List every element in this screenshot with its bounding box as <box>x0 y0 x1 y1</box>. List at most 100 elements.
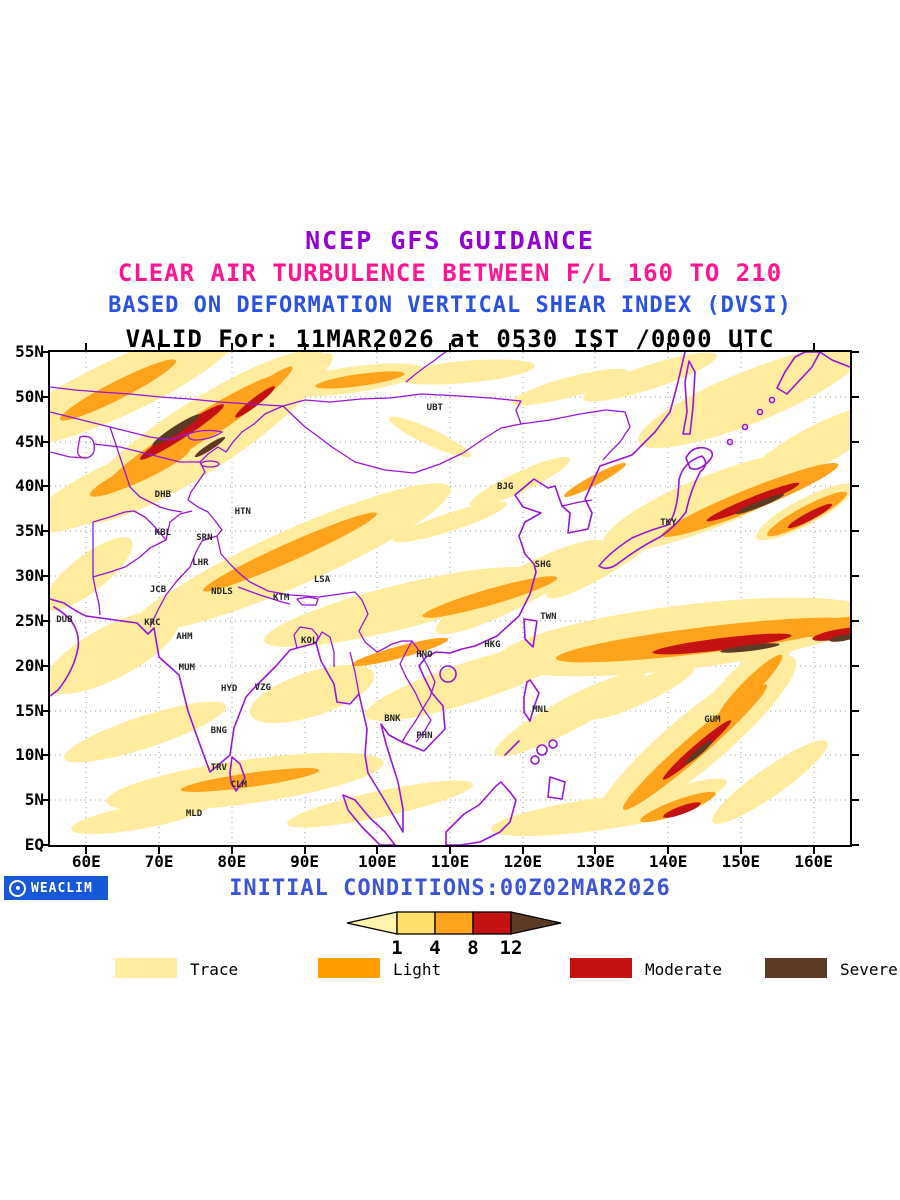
axis-tick <box>521 343 524 350</box>
axis-tick <box>376 343 379 350</box>
map-frame: UBT BJG DHB HTN KBL SRN LHR SHG TKY LSA JCB NDLS KTM… <box>48 350 852 847</box>
lat-label: 15N <box>15 700 44 720</box>
axis-tick <box>667 847 670 854</box>
legend-swatch-moderate <box>570 958 632 978</box>
axis-tick <box>230 847 233 854</box>
border-indochina <box>401 499 593 743</box>
border-himalaya-indochina <box>216 535 432 743</box>
axis-tick <box>41 709 48 712</box>
legend-swatch-severe <box>765 958 827 978</box>
axis-tick <box>41 844 48 846</box>
turbulence-severe-layer <box>152 414 850 765</box>
lat-label: 50N <box>15 386 44 406</box>
lon-label: 110E <box>430 852 470 871</box>
lon-label: 90E <box>290 852 319 871</box>
border-thai-myanmar <box>349 651 360 695</box>
axis-tick <box>852 530 859 533</box>
legend-label-trace: Trace <box>190 960 239 979</box>
weaclim-logo: WEACLIM <box>4 876 108 900</box>
title-valid-time: VALID For: 11MAR2026 at 0530 IST /0000 U… <box>125 325 775 353</box>
title-dvsi: BASED ON DEFORMATION VERTICAL SHEAR INDE… <box>108 293 792 318</box>
axis-tick <box>41 395 48 398</box>
kuril-island <box>726 438 734 446</box>
lon-label: 130E <box>576 852 615 871</box>
coastline-hainan <box>439 665 457 683</box>
lat-label: 20N <box>15 655 44 675</box>
lat-label: 30N <box>15 566 44 586</box>
border-bhutan <box>296 596 319 606</box>
axis-tick <box>852 799 859 802</box>
colorbar-ticks: 1 4 8 12 <box>345 937 565 959</box>
axis-tick <box>41 619 48 622</box>
title-guidance: NCEP GFS GUIDANCE <box>305 226 595 255</box>
colorbar-tick-label: 4 <box>429 937 441 959</box>
axis-tick <box>852 619 859 622</box>
border-mongolia <box>282 393 522 474</box>
axis-tick <box>852 351 859 353</box>
coastline-luzon <box>523 679 540 722</box>
border-india-pakistan <box>149 535 218 628</box>
visayas-island <box>548 739 558 749</box>
axis-tick <box>41 440 48 443</box>
coastline-palawan <box>504 740 520 756</box>
colorbar-segment-1-4 <box>396 911 436 935</box>
axis-tick <box>521 847 524 854</box>
axis-tick <box>852 709 859 712</box>
lake-balkhash <box>187 429 224 441</box>
coastline-sri-lanka <box>229 756 246 792</box>
coastline-arabia <box>50 606 80 697</box>
turbulence-map <box>50 352 850 845</box>
colorbar-svg <box>346 911 562 935</box>
legend-swatch-light <box>318 958 380 978</box>
lat-label: 25N <box>15 610 44 630</box>
colorbar-tick-label: 8 <box>467 937 479 959</box>
axis-tick <box>448 343 451 350</box>
coastline-hokkaido <box>685 446 714 470</box>
legend-swatch-trace <box>115 958 177 978</box>
axis-tick <box>667 343 670 350</box>
country-borders <box>50 386 631 743</box>
axis-tick <box>230 343 233 350</box>
axis-tick <box>739 343 742 350</box>
visayas-island <box>536 744 548 756</box>
axis-tick <box>41 754 48 757</box>
lat-label: 5N <box>24 790 44 810</box>
title-turbulence: CLEAR AIR TURBULENCE BETWEEN F/L 160 TO … <box>117 259 783 287</box>
axis-tick <box>852 844 859 846</box>
weaclim-logo-text: WEACLIM <box>31 880 93 896</box>
border-china-west <box>187 405 284 537</box>
colorbar-segment-8-12 <box>472 911 512 935</box>
lat-label: 40N <box>15 476 44 496</box>
border-myanmar-india <box>315 631 335 667</box>
lat-label: 10N <box>15 745 44 765</box>
border-china-russia <box>520 409 631 461</box>
lon-label: 80E <box>217 852 247 871</box>
axis-tick <box>739 847 742 854</box>
legend-label-light: Light <box>393 960 442 979</box>
weaclim-logo-icon <box>9 879 26 897</box>
axis-tick <box>812 847 815 854</box>
axis-tick <box>158 343 161 350</box>
border-bangladesh <box>293 626 319 649</box>
coastline-mindanao <box>547 776 566 800</box>
lon-label: 70E <box>144 852 174 871</box>
legend-label-moderate: Moderate <box>645 960 723 979</box>
lon-label: 120E <box>503 852 542 871</box>
axis-tick <box>158 847 161 854</box>
lon-label: 160E <box>794 852 833 871</box>
axis-tick <box>41 351 48 353</box>
border-central-asia <box>50 386 284 513</box>
lat-label: 45N <box>15 431 44 451</box>
border-afghanistan <box>92 510 193 616</box>
visayas-island <box>530 755 540 765</box>
axis-tick <box>852 664 859 667</box>
kuril-island <box>741 423 749 431</box>
lake-aral <box>77 435 95 459</box>
kuril-island <box>756 408 764 416</box>
axis-tick <box>594 847 597 854</box>
kuril-island <box>768 396 776 404</box>
severity-legend: Trace Light Moderate Severe <box>0 956 900 984</box>
axis-tick <box>41 530 48 533</box>
colorbar <box>345 910 565 936</box>
axis-tick <box>303 847 306 854</box>
